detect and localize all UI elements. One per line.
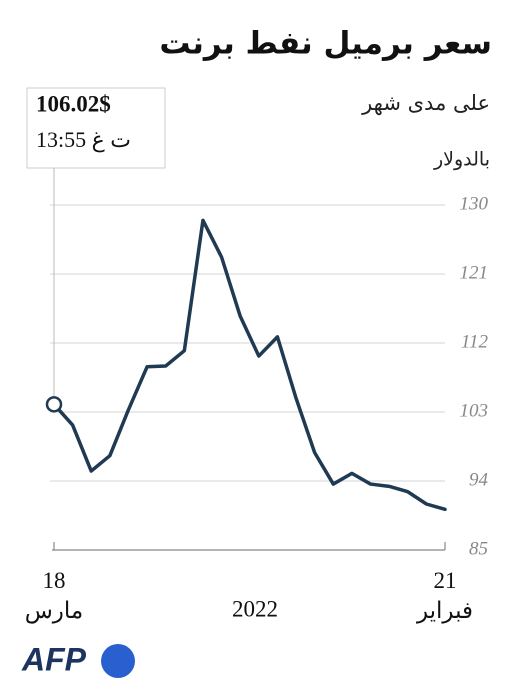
x-tick-label: 21 فبراير: [416, 568, 474, 623]
tooltip-value: 106.02$: [36, 91, 111, 116]
y-tick-label: 130: [460, 193, 489, 214]
x-tick-label: 18 مارس: [24, 568, 84, 623]
logo-text: AFP: [21, 641, 87, 677]
y-tick-label: 112: [461, 331, 489, 352]
price-line: [52, 218, 447, 512]
y-tick-label: 85: [469, 538, 488, 559]
y-tick-label: 121: [460, 262, 489, 283]
chart-title: سعر برميل نفط برنت: [159, 26, 492, 62]
unit-label: بالدولار: [433, 149, 490, 171]
chart-subtitle: على مدى شهر: [361, 91, 490, 115]
y-tick-label: 103: [460, 400, 489, 421]
y-tick-label: 94: [469, 469, 489, 490]
year-annotation: 2022: [232, 596, 278, 621]
tooltip-box: [26, 87, 166, 169]
tooltip-time: 13:55 ت غ: [36, 127, 131, 153]
latest-point: [45, 396, 63, 413]
logo-circle: [101, 644, 135, 678]
